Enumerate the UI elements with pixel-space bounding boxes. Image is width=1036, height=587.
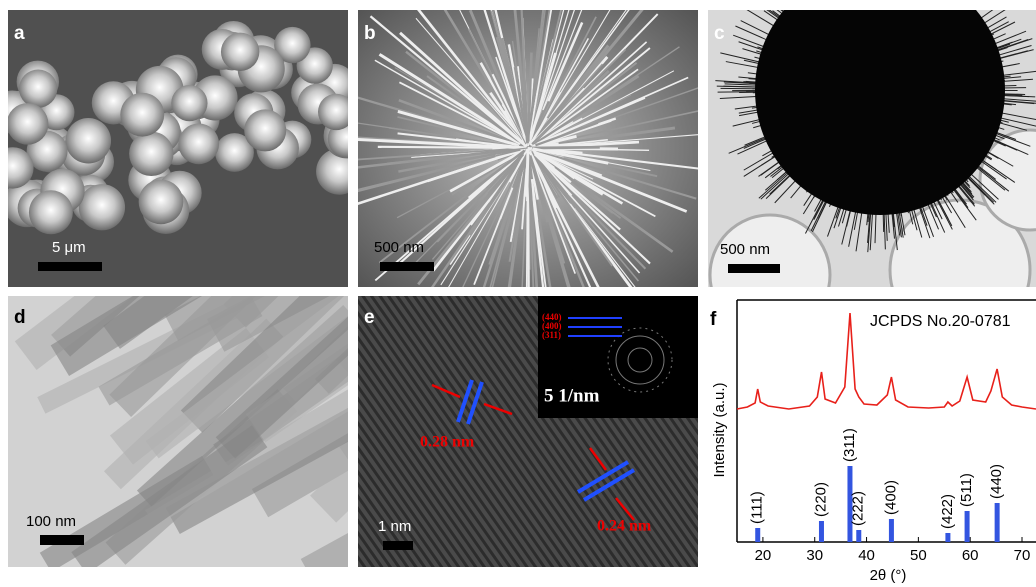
sphere (244, 109, 286, 151)
scale-bar (383, 541, 413, 550)
scale-bar (38, 262, 102, 271)
panel-label: a (14, 23, 25, 44)
sphere (221, 33, 259, 71)
panel-f-bg (708, 296, 1036, 587)
panel-label: e (364, 307, 375, 328)
sphere (129, 132, 173, 176)
annotation: 0.24 nm (597, 518, 652, 535)
peak-label: (311) (841, 428, 858, 462)
panel-label: d (14, 307, 26, 328)
scale-label: 100 nm (26, 513, 76, 530)
page: {"panels":[ {"label":"a","scale_bar":"5 … (0, 0, 1036, 587)
legend-text: JCPDS No.20-0781 (870, 313, 1011, 330)
x-tick-label: 50 (910, 547, 927, 564)
scale-bar (40, 535, 84, 545)
ring-label: (311) (542, 330, 561, 340)
reference-peak (995, 503, 1000, 542)
x-tick-label: 20 (755, 547, 772, 564)
peak-label: (422) (939, 494, 956, 529)
scale-bar (380, 262, 434, 271)
reference-peak (945, 533, 950, 542)
sphere (7, 103, 49, 145)
scale-bar (728, 264, 780, 273)
y-axis-label: Intensity (a.u.) (711, 382, 728, 477)
sphere (29, 190, 73, 234)
sphere (139, 180, 184, 225)
sphere (19, 70, 57, 108)
x-tick-label: 60 (962, 547, 979, 564)
x-tick-label: 30 (806, 547, 823, 564)
sphere (120, 93, 164, 137)
x-axis-label: 2θ (°) (870, 567, 907, 584)
sphere (171, 85, 207, 121)
sphere (79, 184, 125, 230)
scale-label: 1 nm (378, 518, 411, 535)
scale-label: 500 nm (720, 241, 770, 258)
reference-peak (889, 519, 894, 542)
panel-label: c (714, 23, 725, 44)
x-tick-label: 40 (858, 547, 875, 564)
inset-scale: 5 1/nm (544, 385, 600, 406)
reference-peak (856, 530, 861, 542)
panel-label: f (710, 309, 717, 330)
scale-label: 500 nm (374, 239, 424, 256)
reference-peak (819, 521, 824, 542)
sphere (318, 94, 354, 130)
peak-label: (440) (988, 464, 1005, 499)
scale-label: 5 μm (52, 239, 86, 256)
wire (527, 156, 528, 201)
peak-label: (111) (749, 491, 766, 524)
sphere (178, 123, 219, 164)
annotation: 0.28 nm (420, 434, 475, 451)
reference-peak (755, 528, 760, 542)
figure: a b c d e f 5 μm 500 nm 500 nm 100 nm 1 … (0, 0, 1036, 587)
wire (532, 147, 600, 148)
peak-label: (220) (812, 482, 829, 517)
sphere (66, 118, 111, 163)
peak-label: (400) (882, 480, 899, 515)
panel-label: b (364, 23, 376, 44)
peak-label: (511) (958, 473, 975, 507)
peak-label: (222) (850, 491, 867, 526)
x-tick-label: 70 (1014, 547, 1031, 564)
reference-peak (965, 511, 970, 542)
